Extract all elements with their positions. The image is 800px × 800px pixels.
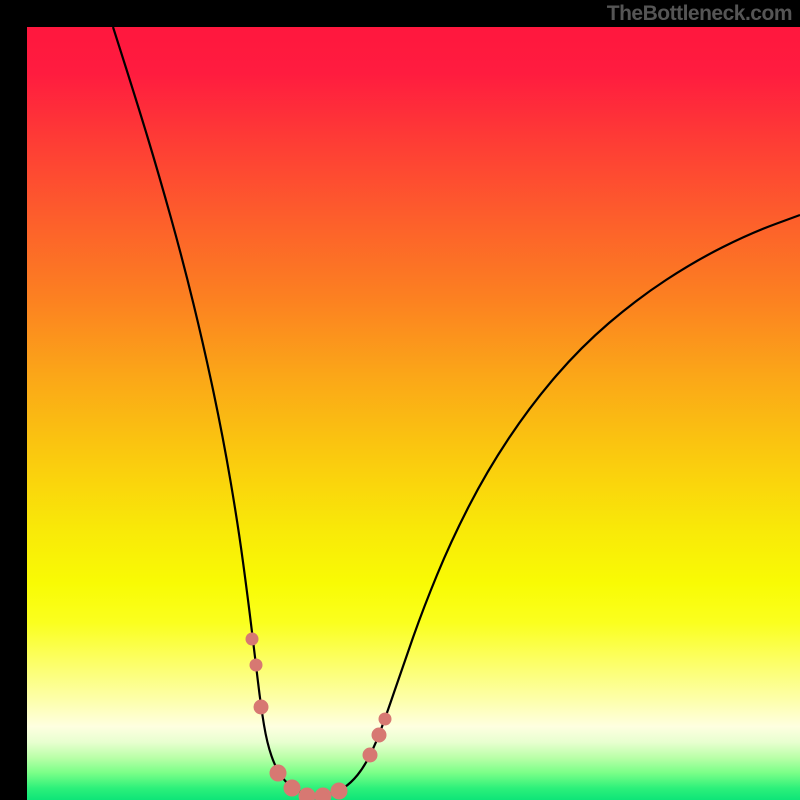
gradient-background xyxy=(27,27,800,800)
plot-area xyxy=(27,27,800,800)
marker-point xyxy=(372,728,386,742)
marker-point xyxy=(284,780,300,796)
marker-point xyxy=(246,633,258,645)
marker-point xyxy=(363,748,377,762)
marker-point xyxy=(331,783,347,799)
marker-point xyxy=(250,659,262,671)
frame: TheBottleneck.com xyxy=(0,0,800,800)
marker-point xyxy=(254,700,268,714)
marker-point xyxy=(299,788,315,800)
marker-point xyxy=(379,713,391,725)
watermark: TheBottleneck.com xyxy=(607,2,792,26)
marker-point xyxy=(270,765,286,781)
marker-point xyxy=(315,788,331,800)
